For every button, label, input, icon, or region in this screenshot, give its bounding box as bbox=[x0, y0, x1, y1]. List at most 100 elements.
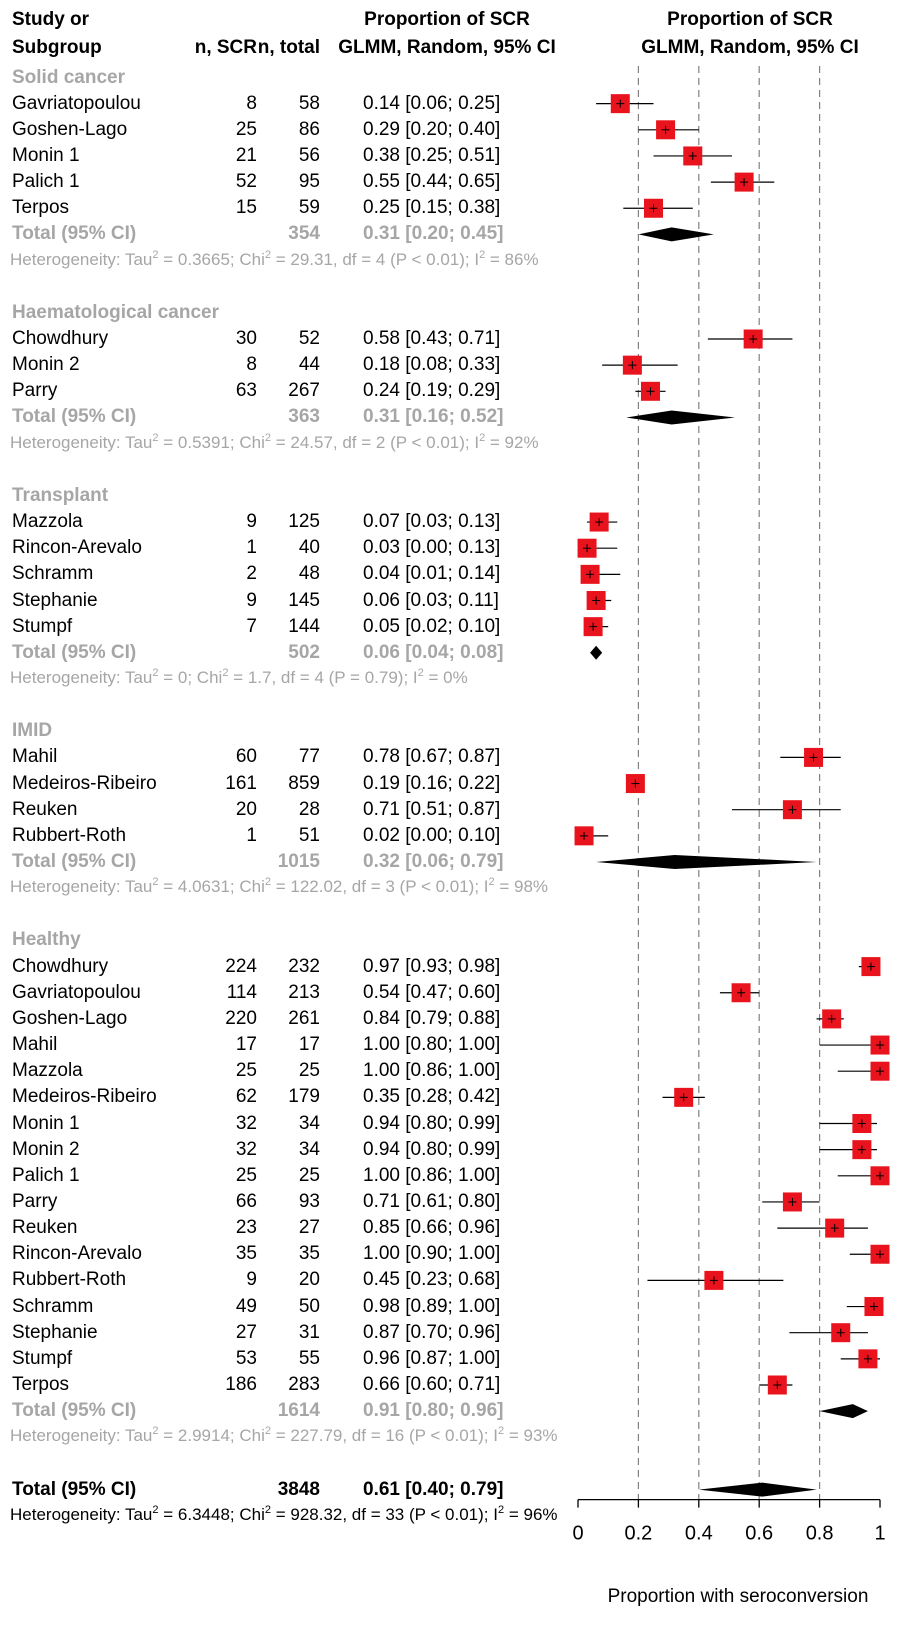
study-name: Rubbert-Roth bbox=[12, 824, 127, 846]
n-scr-cell: 9 bbox=[246, 511, 257, 533]
subgroup-title: IMID bbox=[12, 720, 53, 742]
subgroup-diamond bbox=[819, 1404, 868, 1419]
overall-diamond bbox=[698, 1482, 817, 1497]
subgroup-total-ci: 0.06 [0.04; 0.08] bbox=[363, 641, 504, 663]
subgroup-total-ci: 0.31 [0.20; 0.45] bbox=[363, 223, 504, 245]
n-scr-cell: 63 bbox=[235, 380, 257, 402]
n-total-cell: 34 bbox=[298, 1112, 320, 1134]
estimate-ci-cell: 0.04 [0.01; 0.14] bbox=[363, 563, 501, 585]
n-total-cell: 59 bbox=[298, 197, 320, 219]
n-total-cell: 20 bbox=[298, 1269, 320, 1291]
n-total-cell: 179 bbox=[288, 1086, 320, 1108]
estimate-ci-cell: 0.24 [0.19; 0.29] bbox=[363, 380, 501, 402]
n-scr-cell: 66 bbox=[235, 1190, 257, 1212]
estimate-ci-cell: 0.78 [0.67; 0.87] bbox=[363, 746, 501, 768]
study-name: Rubbert-Roth bbox=[12, 1269, 127, 1291]
study-name: Schramm bbox=[12, 563, 94, 585]
subgroup-total-n: 363 bbox=[288, 406, 320, 428]
study-name: Reuken bbox=[12, 1217, 78, 1239]
header-proportion-line2: GLMM, Random, 95% CI bbox=[338, 37, 556, 58]
subgroup-diamond bbox=[638, 227, 714, 242]
n-scr-cell: 8 bbox=[246, 92, 257, 114]
study-name: Chowdhury bbox=[12, 955, 109, 977]
subgroup-title: Haematological cancer bbox=[12, 301, 219, 323]
subgroup-total-label: Total (95% CI) bbox=[12, 406, 137, 428]
estimate-ci-cell: 0.18 [0.08; 0.33] bbox=[363, 354, 501, 376]
subgroup-title: Solid cancer bbox=[12, 66, 125, 88]
subgroup-heterogeneity: Heterogeneity: Tau2 = 4.0631; Chi2 = 122… bbox=[10, 876, 549, 897]
estimate-ci-cell: 0.45 [0.23; 0.68] bbox=[363, 1269, 501, 1291]
n-scr-cell: 25 bbox=[235, 1164, 257, 1186]
study-name: Stephanie bbox=[12, 1321, 98, 1343]
study-name: Medeiros-Ribeiro bbox=[12, 1086, 157, 1108]
n-total-cell: 44 bbox=[298, 354, 320, 376]
subgroup-diamond bbox=[596, 855, 817, 869]
n-scr-cell: 32 bbox=[235, 1138, 257, 1160]
n-total-cell: 52 bbox=[298, 328, 320, 349]
estimate-ci-cell: 1.00 [0.86; 1.00] bbox=[363, 1060, 501, 1082]
n-total-cell: 25 bbox=[298, 1060, 320, 1082]
estimate-ci-cell: 0.71 [0.61; 0.80] bbox=[363, 1190, 501, 1212]
estimate-ci-cell: 0.25 [0.15; 0.38] bbox=[363, 197, 501, 219]
study-name: Terpos bbox=[12, 197, 70, 219]
x-tick-label: 0.8 bbox=[806, 1523, 834, 1545]
estimate-ci-cell: 0.54 [0.47; 0.60] bbox=[363, 981, 501, 1003]
n-total-cell: 95 bbox=[298, 171, 320, 193]
study-name: Palich 1 bbox=[12, 171, 80, 193]
n-scr-cell: 15 bbox=[235, 197, 257, 219]
header-study-line2: Subgroup bbox=[12, 37, 102, 58]
estimate-ci-cell: 0.35 [0.28; 0.42] bbox=[363, 1086, 501, 1108]
n-total-cell: 31 bbox=[298, 1321, 320, 1343]
n-scr-cell: 17 bbox=[235, 1034, 257, 1056]
subgroup-total-label: Total (95% CI) bbox=[12, 851, 137, 872]
study-name: Monin 2 bbox=[12, 1138, 80, 1160]
n-scr-cell: 1 bbox=[246, 824, 257, 846]
estimate-ci-cell: 0.14 [0.06; 0.25] bbox=[363, 92, 501, 114]
n-total-cell: 51 bbox=[298, 824, 320, 846]
study-name: Gavriatopoulou bbox=[12, 92, 141, 114]
n-scr-cell: 30 bbox=[235, 328, 257, 349]
n-scr-cell: 2 bbox=[246, 563, 257, 585]
x-tick-label: 0.6 bbox=[745, 1523, 773, 1545]
estimate-ci-cell: 0.38 [0.25; 0.51] bbox=[363, 144, 501, 166]
estimate-ci-cell: 0.05 [0.02; 0.10] bbox=[363, 615, 501, 637]
n-total-cell: 28 bbox=[298, 798, 320, 820]
n-total-cell: 232 bbox=[288, 955, 320, 977]
n-scr-cell: 60 bbox=[235, 746, 257, 768]
n-scr-cell: 32 bbox=[235, 1112, 257, 1134]
estimate-ci-cell: 0.55 [0.44; 0.65] bbox=[363, 171, 501, 193]
study-name: Goshen-Lago bbox=[12, 1007, 128, 1029]
n-total-cell: 40 bbox=[298, 537, 320, 559]
header-proportion-line1: Proportion of SCR bbox=[364, 9, 530, 30]
subgroup-total-label: Total (95% CI) bbox=[12, 641, 137, 663]
study-name: Reuken bbox=[12, 798, 78, 820]
study-name: Mazzola bbox=[12, 511, 83, 533]
study-name: Rincon-Arevalo bbox=[12, 1243, 142, 1265]
n-scr-cell: 161 bbox=[225, 772, 257, 794]
overall-total-label: Total (95% CI) bbox=[12, 1478, 137, 1500]
n-total-cell: 144 bbox=[288, 615, 320, 637]
estimate-ci-cell: 0.03 [0.00; 0.13] bbox=[363, 537, 501, 559]
estimate-ci-cell: 0.19 [0.16; 0.22] bbox=[363, 772, 501, 794]
study-name: Stumpf bbox=[12, 1347, 73, 1369]
subgroup-total-ci: 0.31 [0.16; 0.52] bbox=[363, 406, 504, 428]
subgroup-total-n: 1015 bbox=[277, 851, 320, 872]
n-total-cell: 58 bbox=[298, 92, 320, 114]
n-scr-cell: 20 bbox=[235, 798, 257, 820]
subgroup-heterogeneity: Heterogeneity: Tau2 = 2.9914; Chi2 = 227… bbox=[10, 1425, 558, 1446]
study-name: Stephanie bbox=[12, 589, 98, 611]
n-scr-cell: 25 bbox=[235, 1060, 257, 1082]
header-plot-line1: Proportion of SCR bbox=[667, 9, 833, 30]
estimate-ci-cell: 0.85 [0.66; 0.96] bbox=[363, 1217, 501, 1239]
x-tick-label: 0 bbox=[572, 1523, 583, 1545]
study-name: Medeiros-Ribeiro bbox=[12, 772, 157, 794]
subgroup-total-label: Total (95% CI) bbox=[12, 1400, 137, 1422]
n-scr-cell: 1 bbox=[246, 537, 257, 559]
n-scr-cell: 9 bbox=[246, 1269, 257, 1291]
x-tick-label: 0.4 bbox=[685, 1523, 713, 1545]
n-total-cell: 17 bbox=[298, 1034, 320, 1056]
n-total-cell: 86 bbox=[298, 118, 320, 140]
n-scr-cell: 186 bbox=[225, 1374, 257, 1395]
n-total-cell: 27 bbox=[298, 1217, 320, 1239]
